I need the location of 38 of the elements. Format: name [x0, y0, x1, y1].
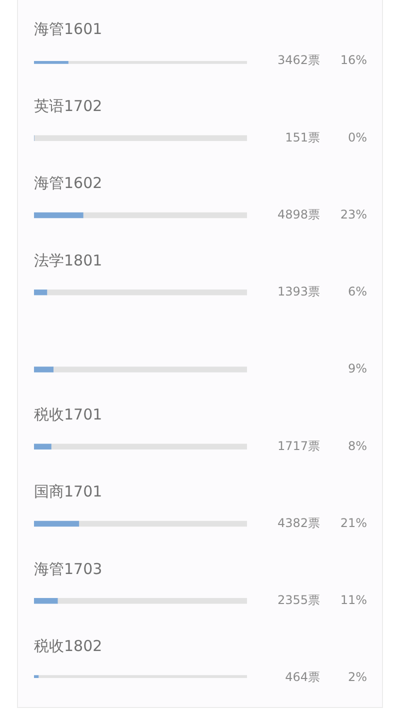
text: 4898票	[277, 207, 320, 222]
data-label: 0%	[348, 130, 367, 144]
data-label: 2%	[348, 670, 367, 684]
bar	[78, 520, 247, 527]
data-label: 11%	[340, 593, 367, 607]
text: 4382票	[277, 516, 320, 530]
data-label: 23%	[340, 207, 367, 222]
bar	[82, 212, 247, 218]
text: 464票	[285, 670, 320, 684]
y-tick-label: 海管1703	[34, 560, 102, 578]
y-tick-label: 税收1701	[34, 406, 102, 424]
bar	[34, 598, 58, 604]
text: 2355票	[277, 593, 320, 607]
bar	[57, 598, 247, 604]
y-tick-label: 国商1701	[34, 482, 102, 501]
bar	[34, 520, 80, 527]
y-tick-label: 英语1702	[34, 97, 102, 116]
bar	[34, 135, 247, 141]
bar	[34, 366, 54, 372]
data-label: 6%	[348, 284, 367, 298]
bar	[46, 290, 247, 296]
text: 1393票	[277, 284, 320, 298]
text: 1717票	[277, 438, 320, 453]
data-label: 9%	[348, 362, 367, 376]
y-tick-label: 海管1602	[34, 174, 102, 192]
data-label: 16%	[340, 53, 367, 68]
text: 3462票	[277, 53, 320, 68]
y-tick-label: 法学1801	[34, 251, 102, 270]
y-tick-label: 税收1802	[34, 636, 102, 655]
data-label: 21%	[340, 516, 367, 530]
data-label: 8%	[348, 438, 367, 453]
bar	[52, 366, 247, 372]
text: 151票	[285, 130, 320, 144]
y-tick-label: 海管1601	[34, 20, 102, 38]
bar	[34, 212, 84, 218]
bar	[34, 290, 48, 296]
bar	[34, 444, 52, 450]
bar	[50, 444, 247, 450]
